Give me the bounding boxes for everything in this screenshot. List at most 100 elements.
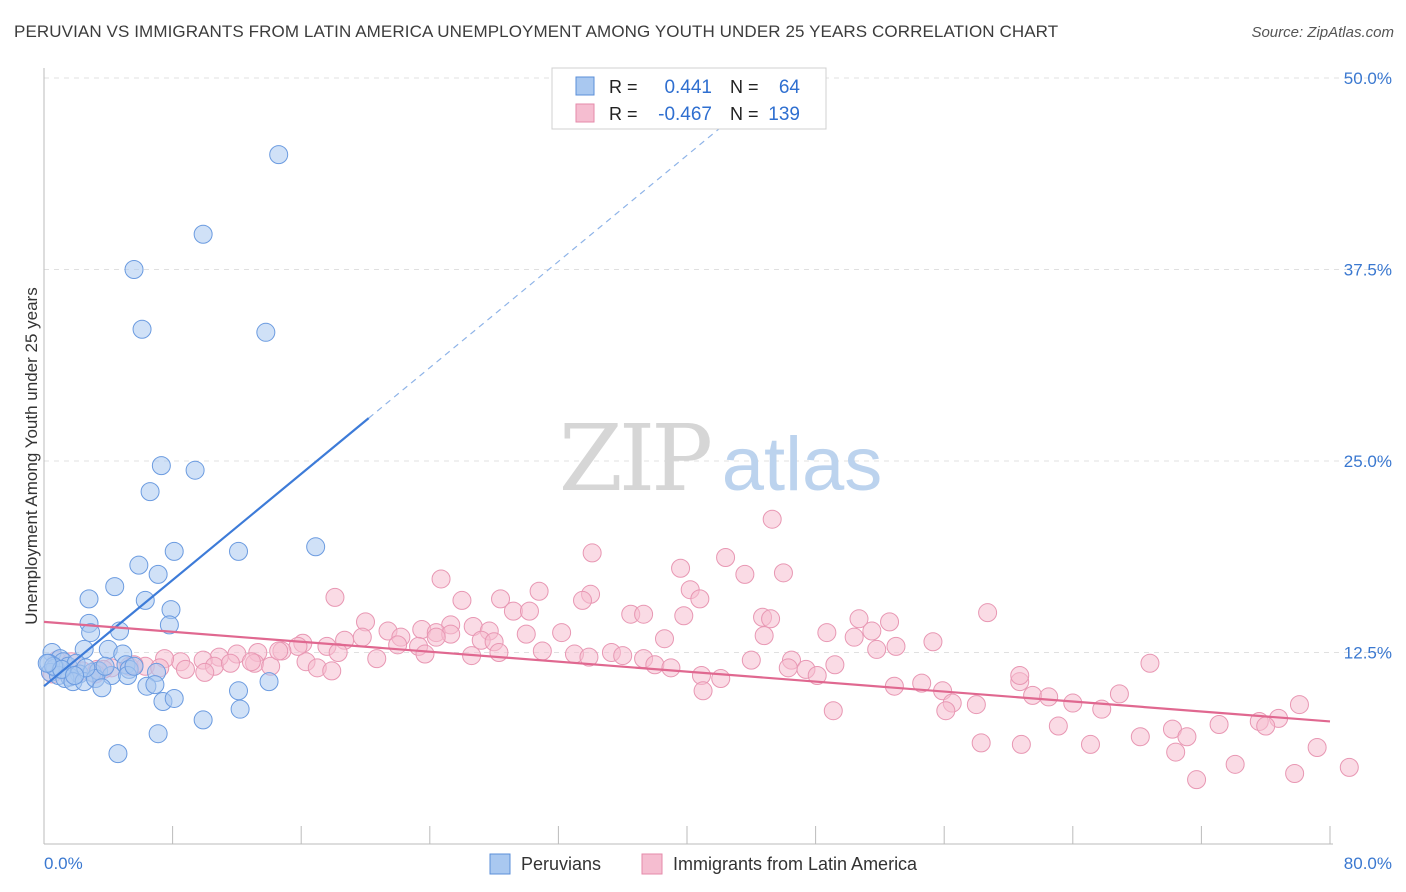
immigrants-point — [761, 609, 781, 629]
immigrants-point — [923, 632, 943, 652]
immigrants-point — [579, 647, 599, 667]
immigrants-point — [388, 635, 408, 655]
legend: Peruvians Immigrants from Latin America — [489, 853, 918, 875]
immigrants-point — [1339, 757, 1359, 777]
immigrants-point — [269, 641, 289, 661]
peruvians-point — [269, 145, 289, 165]
immigrants-point — [773, 563, 793, 583]
immigrants-point — [912, 673, 932, 693]
immigrants-point — [532, 641, 552, 661]
immigrants-point — [241, 652, 261, 672]
peruvians-point — [81, 623, 101, 643]
stats-box: R = 0.441 N = 64 R = -0.467 N = 139 — [551, 67, 827, 130]
stats-n-value-2: 139 — [768, 104, 800, 125]
immigrants-point — [762, 509, 782, 529]
peruvians-point — [105, 577, 125, 597]
immigrants-point — [1048, 716, 1068, 736]
peruvians-point — [230, 699, 250, 719]
peruvians-point — [229, 681, 249, 701]
immigrants-point — [519, 601, 539, 621]
immigrants-point — [1209, 715, 1229, 735]
x-tick-label-max: 80.0% — [1344, 854, 1392, 873]
x-ticks — [172, 826, 1331, 844]
immigrants-point — [1109, 684, 1129, 704]
peruvians-point — [37, 653, 57, 673]
immigrants-point — [489, 643, 509, 662]
peruvians-points — [37, 145, 326, 764]
watermark: ZIP atlas — [559, 405, 882, 512]
peruvians-point — [306, 537, 326, 557]
peruvians-point — [229, 541, 249, 561]
immigrants-point — [552, 623, 572, 643]
immigrants-point — [367, 649, 387, 669]
immigrants-point — [754, 626, 774, 646]
immigrants-point — [328, 643, 348, 662]
legend-label-immigrants: Immigrants from Latin America — [673, 854, 918, 874]
immigrants-point — [491, 589, 511, 609]
immigrants-point — [741, 650, 761, 670]
immigrants-point — [426, 627, 446, 647]
watermark-atlas: atlas — [722, 422, 883, 507]
immigrants-point — [220, 653, 240, 673]
stats-r-value-2: -0.467 — [658, 104, 712, 125]
immigrants-point — [573, 590, 593, 610]
immigrants-point — [817, 623, 837, 643]
immigrants-point — [1011, 734, 1031, 754]
immigrants-point — [936, 701, 956, 721]
immigrants-point — [645, 655, 665, 675]
stats-n-label-2: N = — [730, 104, 759, 124]
peruvians-point — [140, 482, 160, 502]
immigrants-point — [431, 569, 451, 589]
peruvians-point — [185, 460, 205, 480]
peruvians-point — [259, 672, 279, 692]
y-tick-label: 37.5% — [1344, 261, 1392, 280]
y-axis-label: Unemployment Among Youth under 25 years — [22, 287, 41, 624]
legend-swatch-immigrants — [641, 853, 663, 875]
legend-swatch-peruvians — [489, 853, 511, 875]
immigrants-point — [661, 658, 681, 678]
immigrants-point — [452, 590, 472, 610]
peruvians-point — [164, 688, 184, 708]
peruvians-point — [148, 564, 168, 584]
immigrants-point — [844, 627, 864, 647]
immigrants-point — [503, 601, 523, 621]
y-tick-label: 12.5% — [1344, 644, 1392, 663]
peruvians-point — [124, 260, 144, 279]
immigrants-point — [735, 564, 755, 584]
immigrants-point — [971, 733, 991, 753]
stats-n-label-1: N = — [730, 77, 759, 97]
immigrants-point — [807, 665, 827, 685]
immigrants-point — [778, 658, 798, 678]
immigrants-point — [195, 662, 215, 682]
immigrants-point — [823, 701, 843, 721]
peruvians-point — [159, 615, 179, 635]
immigrants-point — [693, 681, 713, 701]
immigrants-point — [1140, 653, 1160, 673]
immigrants-point — [1307, 737, 1327, 757]
grid-lines — [44, 77, 1392, 653]
immigrants-point — [1010, 665, 1030, 685]
immigrants-point — [966, 695, 986, 715]
stats-swatch-blue — [575, 76, 595, 96]
immigrants-point — [1080, 734, 1100, 754]
immigrants-point — [1256, 716, 1276, 736]
immigrants-point — [356, 612, 375, 632]
peruvians-point — [92, 678, 112, 698]
immigrants-point — [886, 636, 906, 656]
y-tick-labels: 12.5% 25.0% 37.5% 50.0% — [1344, 69, 1392, 663]
legend-label-peruvians: Peruvians — [521, 854, 601, 874]
immigrants-point — [1166, 742, 1186, 762]
immigrants-point — [1177, 727, 1197, 747]
immigrants-point — [880, 612, 900, 632]
axes — [43, 68, 1333, 845]
peruvians-point — [256, 322, 276, 342]
immigrants-trend-line — [43, 620, 1331, 723]
peruvians-point — [193, 710, 213, 730]
x-tick-label-min: 0.0% — [44, 854, 83, 873]
immigrants-point — [529, 581, 549, 601]
immigrants-point — [352, 627, 372, 647]
immigrants-point — [582, 543, 602, 563]
immigrants-point — [1039, 687, 1059, 707]
y-tick-label: 25.0% — [1344, 452, 1392, 471]
